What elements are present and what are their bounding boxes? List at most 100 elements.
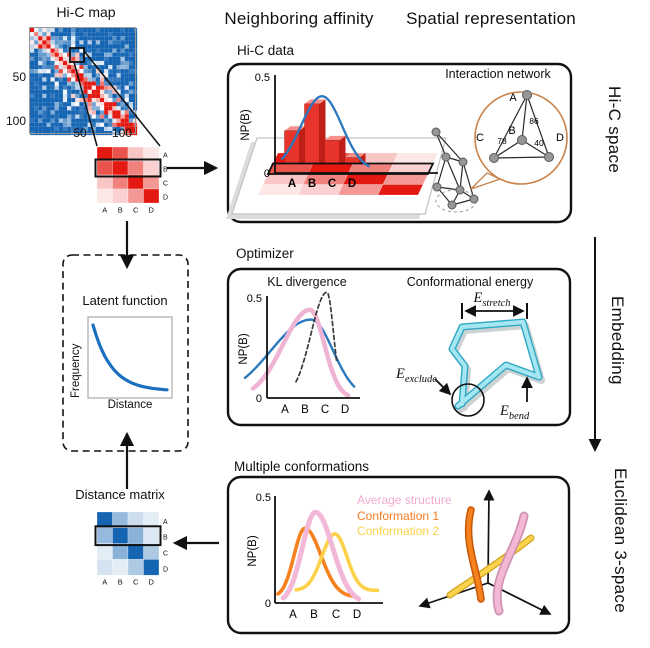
svg-text:B: B (118, 206, 123, 215)
chart1-cat-d: D (348, 178, 356, 190)
side-label-embedding: Embedding (608, 296, 627, 385)
legend-average-structure: Average structure (357, 493, 452, 507)
polymer-chain (448, 318, 545, 413)
exclude-circle (451, 383, 485, 417)
legend-conformation-1: Conformation 1 (357, 508, 440, 523)
chart3-ytick-max: 0.5 (256, 492, 271, 504)
svg-text:D: D (163, 195, 168, 202)
conformations-chart (276, 509, 380, 602)
multiple-conformations-box (226, 475, 571, 635)
svg-text:C: C (133, 578, 139, 587)
svg-text:C: C (163, 181, 168, 188)
abcd-subgraph-edges (493, 94, 550, 159)
callout-tail (470, 172, 502, 190)
svg-text:B: B (163, 167, 168, 174)
e-bend-label: Ebend (500, 403, 529, 422)
network-node-label-d: D (556, 132, 564, 144)
svg-text:A: A (102, 578, 107, 587)
svg-text:A: A (163, 153, 168, 160)
network-node-label-a: A (509, 92, 517, 104)
svg-text:C: C (163, 550, 168, 557)
edge-weight-cb: 78 (497, 136, 507, 146)
latent-plot-frame (87, 316, 173, 399)
e-exclude-sub: exclude (404, 373, 437, 385)
distance-matrix-label: Distance matrix (75, 487, 165, 502)
chart1-ylabel: NP(B) (240, 109, 252, 140)
chart3-ytick-min: 0 (265, 598, 271, 610)
chart3-cat-b: B (310, 609, 318, 621)
edge-weight-ab: 86 (529, 116, 539, 126)
chart1-cat-a: A (288, 178, 296, 190)
chart2-cat-a: A (281, 404, 289, 416)
kl-divergence-chart (243, 291, 356, 398)
optimizer-box (226, 267, 572, 427)
hic-data-box-label: Hi-C data (237, 43, 295, 58)
side-label-hic-space: Hi-C space (605, 86, 624, 174)
svg-text:A: A (102, 206, 107, 215)
blue-distance-matrix: A A B B C C D D (94, 511, 168, 587)
e-stretch-symbol: E (473, 290, 483, 306)
side-label-euclidean-3space: Euclidean 3-space (611, 468, 630, 613)
hic-heatmap (30, 28, 138, 136)
chart2-cat-d: D (341, 404, 349, 416)
chart1-cat-c: C (328, 178, 336, 190)
svg-text:B: B (163, 535, 168, 542)
conformation-tubes (446, 506, 535, 616)
latent-ylabel-frequency: Frequency (70, 343, 82, 398)
column-header-neighboring-affinity: Neighboring affinity (224, 9, 374, 28)
zoom-region-square (69, 47, 85, 63)
chart1-ytick-max: 0.5 (255, 72, 270, 84)
e-exclude-symbol: E (396, 366, 405, 382)
svg-text:D: D (149, 578, 155, 587)
hic-map-xtick-50: 50 (73, 126, 87, 140)
hic-map-title: Hi-C map (56, 4, 116, 20)
chart3-cat-c: C (332, 609, 340, 621)
legend-conformation-2: Conformation 2 (357, 524, 440, 538)
latent-function-dashed-box (62, 254, 189, 452)
latent-curve (91, 323, 169, 392)
chart2-ytick-max: 0.5 (247, 293, 262, 305)
chart2-cat-b: B (301, 404, 309, 416)
network-node-label-b: B (508, 125, 515, 137)
e-bend-sub: bend (508, 410, 530, 422)
e-exclude-label: Eexclude (396, 366, 437, 385)
abcd-subgraph-nodes (489, 90, 554, 163)
chart2-ylabel: NP(B) (238, 333, 250, 364)
svg-text:A: A (163, 519, 168, 526)
chart1-ytick-min: 0 (264, 168, 270, 180)
e-bend-symbol: E (500, 403, 509, 419)
hic-map-ytick-100: 100 (5, 114, 26, 128)
zoom-callout-line (83, 50, 161, 147)
edge-weight-bd: 40 (534, 138, 544, 148)
e-stretch-label: Estretch (452, 290, 532, 309)
svg-text:D: D (163, 566, 168, 573)
optimizer-box-label: Optimizer (236, 246, 294, 261)
svg-text:C: C (133, 206, 139, 215)
kl-divergence-label: KL divergence (267, 275, 347, 289)
network-graph-nodes (431, 127, 479, 210)
chart3-cat-a: A (289, 609, 297, 621)
conformational-energy-label: Conformational energy (406, 275, 534, 289)
zoom-callout-line (73, 61, 98, 147)
interaction-network-label: Interaction network (445, 67, 551, 81)
column-header-spatial-representation: Spatial representation (406, 9, 576, 28)
chart3-ylabel: NP(B) (247, 535, 259, 566)
svg-text:D: D (149, 206, 155, 215)
hic-map-ytick-50: 50 (12, 70, 26, 84)
latent-xlabel-distance: Distance (107, 399, 153, 411)
exclude-arrow (434, 378, 452, 396)
conformations-legend: Average structure Conformation 1 Conform… (357, 493, 452, 540)
chart2-cat-c: C (321, 404, 329, 416)
latent-function-label: Latent function (82, 293, 168, 308)
np-bar-chart (257, 95, 439, 196)
hic-map-frame (29, 27, 136, 134)
network-node-label-c: C (476, 132, 484, 144)
chart2-ytick-min: 0 (256, 393, 262, 405)
hic-data-box (226, 62, 573, 224)
multiple-conformations-box-label: Multiple conformations (234, 459, 370, 474)
chart3-cat-d: D (353, 609, 361, 621)
chart1-cat-b: B (308, 178, 316, 190)
